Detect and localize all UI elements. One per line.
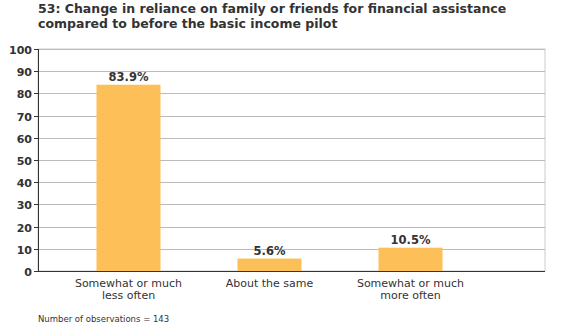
tick-label: 60 (17, 133, 33, 146)
tick-mark (34, 227, 38, 228)
text-line: more often (380, 289, 440, 302)
category-label: Somewhat or muchless often (75, 277, 182, 302)
tick-label: 0 (24, 266, 32, 279)
tick-mark (34, 204, 38, 205)
y-axis (38, 49, 39, 271)
tick-mark (34, 71, 38, 72)
tick-label: 20 (17, 222, 33, 235)
tick-label: 30 (17, 199, 33, 212)
bar (97, 85, 161, 271)
tick-label: 10 (17, 244, 33, 257)
tick-mark (34, 93, 38, 94)
x-axis (38, 271, 545, 272)
tick-mark (34, 182, 38, 183)
text-line: About the same (226, 277, 314, 290)
grid-line (38, 49, 545, 50)
category-label: About the same (226, 277, 314, 290)
bar (379, 248, 443, 271)
text-line: less often (102, 289, 155, 302)
tick-mark (34, 49, 38, 50)
tick-mark (34, 116, 38, 117)
tick-label: 40 (17, 177, 33, 190)
tick-label: 70 (17, 111, 33, 124)
footnote: Number of observations = 143 (38, 314, 169, 324)
tick-mark (34, 160, 38, 161)
tick-label: 50 (17, 155, 33, 168)
tick-mark (34, 271, 38, 272)
text-line: 53: Change in reliance on family or frie… (38, 1, 506, 16)
tick-mark (34, 249, 38, 250)
tick-label: 80 (17, 88, 33, 101)
data-label: 5.6% (254, 244, 286, 258)
tick-label: 100 (9, 44, 32, 57)
bar (238, 259, 302, 271)
tick-mark (34, 138, 38, 139)
data-label: 10.5% (391, 233, 431, 247)
chart: 53: Change in reliance on family or frie… (0, 0, 563, 329)
tick-label: 90 (17, 66, 33, 79)
text-line: compared to before the basic income pilo… (38, 16, 337, 31)
data-label: 83.9% (109, 70, 149, 84)
category-label: Somewhat or muchmore often (357, 277, 464, 302)
grid-line (38, 271, 545, 272)
plot-frame (38, 49, 545, 271)
title: 53: Change in reliance on family or frie… (38, 1, 506, 31)
bars (97, 85, 443, 271)
